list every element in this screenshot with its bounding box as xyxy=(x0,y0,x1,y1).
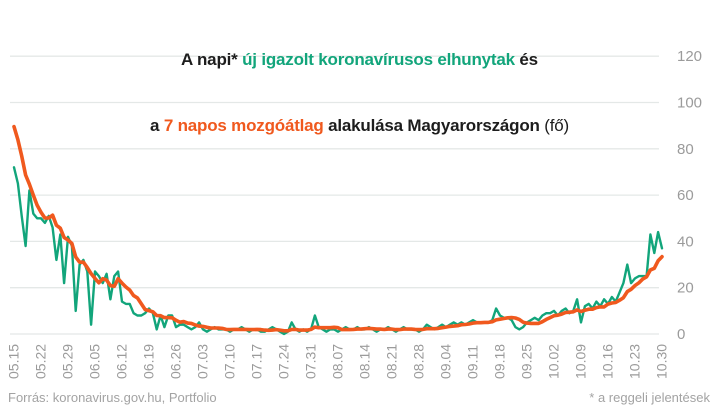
page-title: A napi* új igazolt koronavírusos elhunyt… xyxy=(0,5,719,159)
x-tick-label: 08.28 xyxy=(411,344,427,379)
title-part: és xyxy=(514,50,538,69)
x-tick-label: 10.09 xyxy=(573,344,589,379)
source-note: Forrás: koronavirus.gov.hu, Portfolio xyxy=(8,390,217,405)
title-part: A napi* xyxy=(181,50,243,69)
y-tick-label: 100 xyxy=(677,95,702,112)
y-tick-label: 0 xyxy=(677,326,685,343)
x-tick-label: 09.25 xyxy=(519,344,535,379)
y-tick-label: 40 xyxy=(677,233,694,250)
x-tick-label: 06.05 xyxy=(87,344,103,379)
x-tick-label: 06.19 xyxy=(141,344,157,379)
x-tick-label: 06.26 xyxy=(168,344,184,379)
x-tick-label: 10.16 xyxy=(600,344,616,379)
title-line-2: a 7 napos mozgóátlag alakulása Magyarors… xyxy=(0,115,719,137)
y-tick-label: 120 xyxy=(677,48,702,65)
x-tick-label: 09.04 xyxy=(438,344,454,379)
x-tick-label: 05.22 xyxy=(33,344,49,379)
x-tick-label: 07.31 xyxy=(303,344,319,379)
daily-deaths-line xyxy=(12,166,664,336)
title-part: a xyxy=(150,116,164,135)
x-tick-label: 09.18 xyxy=(492,344,508,379)
x-tick-label: 05.15 xyxy=(6,344,22,379)
x-tick-label: 08.14 xyxy=(357,344,373,379)
x-tick-label: 10.23 xyxy=(627,344,643,379)
x-tick-label: 07.17 xyxy=(249,344,265,379)
title-part: alakulása Magyarországon xyxy=(323,116,545,135)
x-tick-label: 10.30 xyxy=(654,344,670,379)
title-part-unit: (fő) xyxy=(544,116,569,135)
x-tick-label: 05.29 xyxy=(60,344,76,379)
title-part-average-series-label: 7 napos mozgóátlag xyxy=(163,116,324,135)
y-tick-label: 20 xyxy=(677,280,694,297)
x-tick-label: 07.03 xyxy=(195,344,211,379)
y-tick-label: 60 xyxy=(677,187,694,204)
x-tick-label: 09.11 xyxy=(465,345,481,379)
x-tick-label: 06.12 xyxy=(114,344,130,379)
title-line-1: A napi* új igazolt koronavírusos elhunyt… xyxy=(0,49,719,71)
title-part-daily-series-label: új igazolt koronavírusos elhunytak xyxy=(242,50,515,69)
moving-average-line xyxy=(12,124,664,333)
x-tick-label: 07.10 xyxy=(222,344,238,379)
footnote: * a reggeli jelentések xyxy=(589,390,710,405)
x-tick-label: 07.24 xyxy=(276,344,292,379)
y-tick-label: 80 xyxy=(677,141,694,158)
x-tick-label: 08.07 xyxy=(330,344,346,379)
x-tick-label: 08.21 xyxy=(384,344,400,379)
x-tick-label: 10.02 xyxy=(546,344,562,379)
